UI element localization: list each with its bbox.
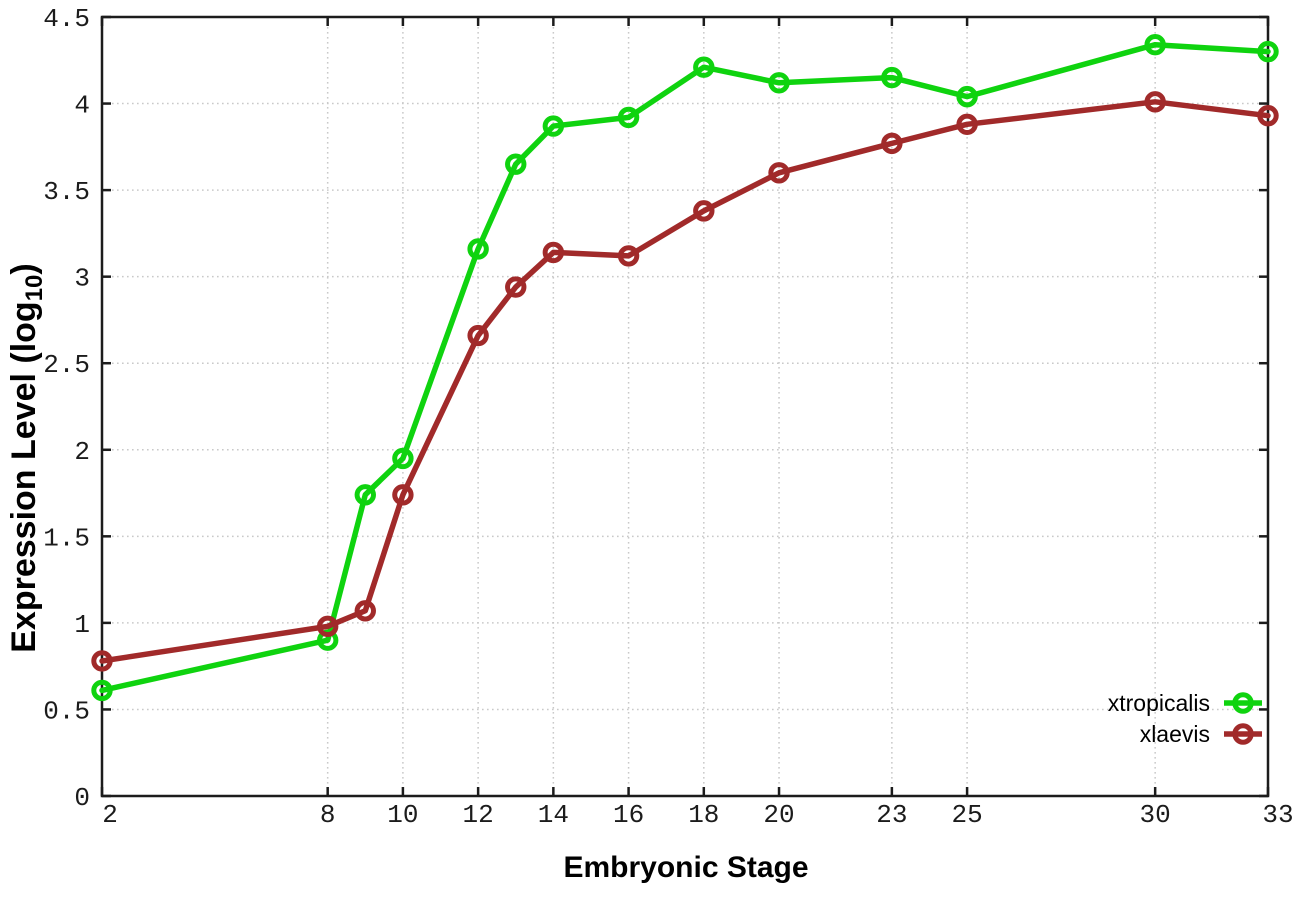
x-tick-label: 20	[763, 800, 794, 830]
x-tick-label: 23	[876, 800, 907, 830]
data-point-xtropicalis	[956, 85, 978, 108]
data-point-xlaevis	[956, 113, 978, 136]
data-point-xlaevis	[467, 324, 489, 347]
y-tick-label: 0	[74, 783, 90, 813]
x-tick-label: 14	[538, 800, 569, 830]
y-tick-label: 1.5	[43, 523, 90, 553]
data-point-xlaevis	[542, 241, 565, 264]
x-axis-title: Embryonic Stage	[563, 851, 809, 884]
data-point-xlaevis	[693, 200, 715, 222]
data-point-xtropicalis	[1144, 33, 1166, 56]
x-tick-label: 16	[613, 800, 644, 830]
series-line-xtropicalis	[99, 41, 1271, 694]
y-tick-label: 2	[74, 437, 90, 467]
y-axis-title: Expression Level (log10)	[5, 263, 49, 652]
data-point-xlaevis	[392, 484, 414, 506]
data-point-xlaevis	[768, 162, 790, 184]
data-point-xtropicalis	[1257, 40, 1279, 63]
legend-label-xtropicalis: xtropicalis	[1108, 690, 1210, 716]
data-point-xtropicalis	[617, 106, 640, 129]
data-point-xtropicalis	[354, 484, 376, 506]
x-tick-label: 2	[102, 800, 118, 830]
x-tick-label: 8	[320, 800, 336, 830]
legend-label-xlaevis: xlaevis	[1140, 721, 1210, 747]
data-point-xlaevis	[316, 615, 339, 638]
x-tick-label: 10	[387, 800, 418, 830]
x-tick-label: 12	[463, 800, 494, 830]
legend-marker-icon-xtropicalis	[1232, 692, 1254, 714]
data-point-xlaevis	[881, 132, 903, 155]
y-axis-title-close: )	[5, 263, 43, 275]
data-point-xlaevis	[1144, 91, 1166, 113]
data-point-xtropicalis	[392, 447, 414, 470]
data-point-xtropicalis	[505, 153, 527, 175]
y-tick-label: 4.5	[43, 4, 90, 34]
x-tick-label: 30	[1140, 800, 1171, 830]
y-tick-label: 1	[74, 610, 90, 640]
legend-marker-icon-xlaevis	[1232, 723, 1254, 745]
data-point-xlaevis	[617, 245, 640, 267]
x-tick-label: 18	[688, 800, 719, 830]
y-tick-label: 0.5	[43, 696, 90, 726]
y-tick-label: 3	[74, 264, 90, 294]
data-point-xlaevis	[505, 276, 527, 298]
data-point-xtropicalis	[467, 238, 489, 260]
y-axis-title-subscript: 10	[21, 274, 48, 302]
plot-frame	[100, 15, 1270, 798]
y-tick-label: 3.5	[43, 177, 90, 207]
data-point-xtropicalis	[91, 679, 113, 702]
data-point-xlaevis	[1257, 104, 1279, 127]
data-point-xtropicalis	[881, 66, 903, 89]
data-point-xtropicalis	[693, 56, 715, 78]
y-axis-title-text: Expression Level (log	[5, 301, 43, 653]
x-tick-label: 33	[1262, 800, 1293, 830]
series-line-xlaevis	[99, 99, 1271, 664]
data-point-xlaevis	[354, 600, 376, 622]
x-tick-label: 25	[951, 800, 982, 830]
y-tick-label: 4	[74, 91, 90, 121]
y-tick-label: 2.5	[43, 350, 90, 380]
data-point-xlaevis	[91, 650, 113, 672]
data-point-xtropicalis	[542, 115, 565, 137]
data-point-xtropicalis	[768, 72, 790, 94]
data-point-xtropicalis	[316, 629, 339, 651]
